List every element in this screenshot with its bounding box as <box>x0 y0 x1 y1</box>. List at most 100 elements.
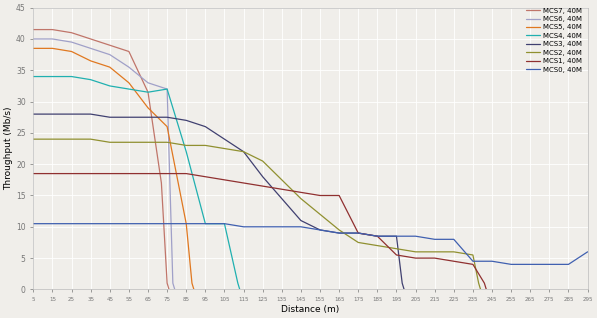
Line: MCS7, 40M: MCS7, 40M <box>33 30 169 289</box>
MCS3, 40M <box>68 112 75 116</box>
MCS3, 40M <box>183 119 190 122</box>
MCS3, 40M <box>399 281 406 285</box>
MCS4, 40M <box>183 150 190 154</box>
MCS5, 40M <box>49 46 56 50</box>
MCS3, 40M <box>297 219 304 223</box>
MCS7, 40M <box>30 28 37 31</box>
Y-axis label: Throughput (Mb/s): Throughput (Mb/s) <box>4 107 13 190</box>
MCS1, 40M <box>68 172 75 176</box>
MCS2, 40M <box>393 247 400 251</box>
MCS1, 40M <box>164 172 171 176</box>
MCS7, 40M <box>49 28 56 31</box>
MCS0, 40M <box>240 225 247 229</box>
MCS0, 40M <box>336 231 343 235</box>
MCS1, 40M <box>393 253 400 257</box>
MCS3, 40M <box>144 115 152 119</box>
MCS0, 40M <box>355 231 362 235</box>
MCS2, 40M <box>355 240 362 244</box>
MCS2, 40M <box>183 143 190 147</box>
MCS2, 40M <box>412 250 419 254</box>
MCS1, 40M <box>412 256 419 260</box>
MCS5, 40M <box>164 125 171 128</box>
MCS4, 40M <box>125 87 133 91</box>
MCS0, 40M <box>393 234 400 238</box>
Line: MCS1, 40M: MCS1, 40M <box>33 174 487 289</box>
MCS0, 40M <box>316 228 324 232</box>
MCS4, 40M <box>68 75 75 79</box>
MCS0, 40M <box>584 250 591 254</box>
MCS6, 40M <box>68 40 75 44</box>
MCS1, 40M <box>316 194 324 197</box>
MCS5, 40M <box>183 222 190 225</box>
MCS1, 40M <box>221 178 228 182</box>
MCS0, 40M <box>202 222 209 225</box>
MCS1, 40M <box>259 184 266 188</box>
Line: MCS4, 40M: MCS4, 40M <box>33 77 240 289</box>
Line: MCS2, 40M: MCS2, 40M <box>33 139 481 289</box>
MCS1, 40M <box>481 281 488 285</box>
MCS1, 40M <box>30 172 37 176</box>
MCS2, 40M <box>259 159 266 163</box>
MCS2, 40M <box>316 212 324 216</box>
MCS2, 40M <box>450 250 457 254</box>
MCS2, 40M <box>297 197 304 201</box>
MCS1, 40M <box>483 287 490 291</box>
MCS0, 40M <box>221 222 228 225</box>
MCS3, 40M <box>30 112 37 116</box>
MCS0, 40M <box>527 262 534 266</box>
MCS1, 40M <box>431 256 438 260</box>
MCS7, 40M <box>68 31 75 35</box>
MCS0, 40M <box>278 225 285 229</box>
MCS2, 40M <box>30 137 37 141</box>
MCS1, 40M <box>469 262 476 266</box>
MCS0, 40M <box>488 259 496 263</box>
MCS4, 40M <box>236 287 244 291</box>
MCS5, 40M <box>68 50 75 53</box>
MCS2, 40M <box>431 250 438 254</box>
MCS2, 40M <box>106 140 113 144</box>
MCS6, 40M <box>87 46 94 50</box>
MCS4, 40M <box>30 75 37 79</box>
Line: MCS5, 40M: MCS5, 40M <box>33 48 194 289</box>
MCS4, 40M <box>164 87 171 91</box>
MCS3, 40M <box>164 115 171 119</box>
MCS2, 40M <box>164 140 171 144</box>
MCS2, 40M <box>68 137 75 141</box>
MCS1, 40M <box>144 172 152 176</box>
MCS1, 40M <box>106 172 113 176</box>
MCS2, 40M <box>475 281 482 285</box>
MCS7, 40M <box>87 37 94 41</box>
Line: MCS6, 40M: MCS6, 40M <box>33 39 175 289</box>
MCS3, 40M <box>259 175 266 179</box>
MCS3, 40M <box>49 112 56 116</box>
MCS5, 40M <box>125 81 133 85</box>
MCS0, 40M <box>164 222 171 225</box>
MCS1, 40M <box>125 172 133 176</box>
MCS2, 40M <box>125 140 133 144</box>
MCS3, 40M <box>393 234 400 238</box>
MCS2, 40M <box>278 178 285 182</box>
MCS6, 40M <box>144 81 152 85</box>
MCS7, 40M <box>125 50 133 53</box>
MCS3, 40M <box>278 197 285 201</box>
MCS4, 40M <box>202 222 209 225</box>
MCS1, 40M <box>87 172 94 176</box>
MCS3, 40M <box>316 228 324 232</box>
MCS6, 40M <box>125 65 133 69</box>
MCS3, 40M <box>374 234 381 238</box>
MCS0, 40M <box>297 225 304 229</box>
MCS5, 40M <box>106 65 113 69</box>
MCS2, 40M <box>477 287 484 291</box>
MCS0, 40M <box>68 222 75 225</box>
MCS2, 40M <box>144 140 152 144</box>
Legend: MCS7, 40M, MCS6, 40M, MCS5, 40M, MCS4, 40M, MCS3, 40M, MCS2, 40M, MCS1, 40M, MCS: MCS7, 40M, MCS6, 40M, MCS5, 40M, MCS4, 4… <box>524 5 584 75</box>
MCS5, 40M <box>189 281 196 285</box>
MCS1, 40M <box>374 234 381 238</box>
MCS1, 40M <box>183 172 190 176</box>
Line: MCS0, 40M: MCS0, 40M <box>33 224 587 264</box>
MCS6, 40M <box>49 37 56 41</box>
MCS2, 40M <box>374 244 381 247</box>
MCS3, 40M <box>221 137 228 141</box>
MCS0, 40M <box>546 262 553 266</box>
MCS0, 40M <box>183 222 190 225</box>
